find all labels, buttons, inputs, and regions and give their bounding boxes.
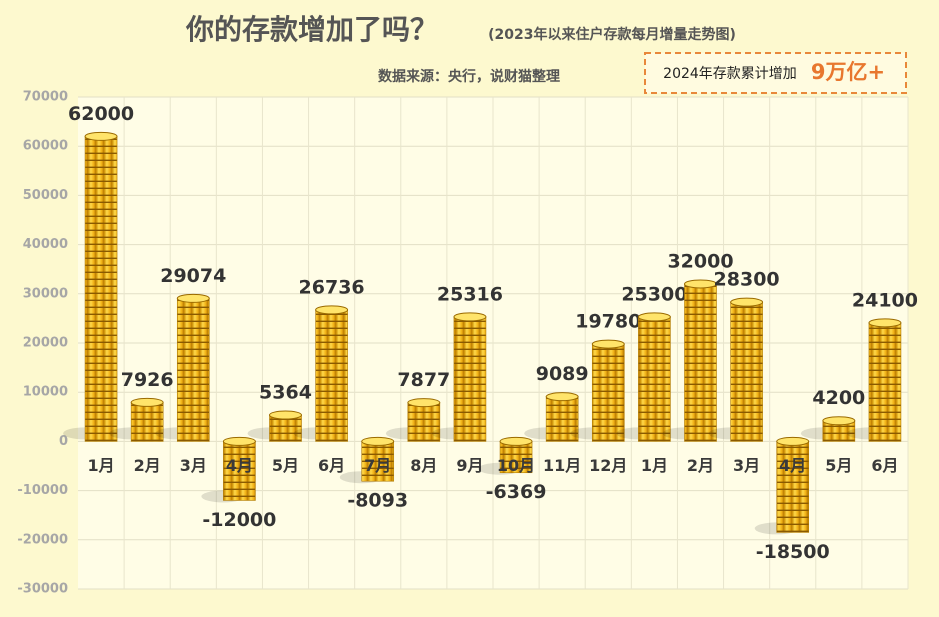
bar — [591, 343, 625, 442]
value-label: 32000 — [667, 250, 733, 272]
x-tick-label: 1月 — [87, 456, 114, 475]
x-tick-label: 1月 — [641, 456, 668, 475]
coin-top — [453, 312, 487, 322]
bar — [176, 298, 210, 442]
y-tick-label: 70000 — [23, 90, 68, 105]
x-tick-label: 6月 — [318, 456, 345, 475]
x-tick-label: 5月 — [825, 456, 852, 475]
bar — [684, 283, 717, 442]
y-tick-label: 0 — [59, 434, 68, 449]
x-tick-label: 7月 — [364, 456, 391, 475]
coin-top — [407, 398, 441, 408]
value-label: 24100 — [852, 289, 918, 311]
x-tick-label: 9月 — [456, 456, 483, 475]
annotation-text: 2024年存款累计增加 — [663, 66, 797, 82]
value-label: 19780 — [575, 311, 641, 333]
y-tick-label: 60000 — [23, 139, 68, 154]
value-label: -6369 — [486, 481, 547, 503]
y-tick-label: -30000 — [17, 582, 68, 597]
value-label: 29074 — [160, 265, 226, 287]
coin-top — [269, 410, 302, 420]
bar — [730, 301, 763, 442]
value-label: 26736 — [299, 276, 365, 298]
bar — [638, 316, 671, 442]
value-label: 62000 — [68, 103, 134, 125]
x-tick-label: 12月 — [589, 456, 627, 475]
x-tick-label: 4月 — [226, 456, 253, 475]
x-tick-label: 2月 — [134, 456, 161, 475]
value-label: 5364 — [259, 382, 312, 404]
chart-title: 你的存款增加了吗？ — [185, 13, 438, 46]
value-label: -8093 — [347, 490, 408, 512]
coin-top — [776, 436, 810, 446]
coin-top — [176, 293, 210, 303]
x-tick-label: 11月 — [543, 456, 581, 475]
x-tick-label: 2月 — [687, 456, 714, 475]
bar — [499, 441, 533, 474]
x-tick-label: 4月 — [779, 456, 806, 475]
value-label: 7877 — [397, 369, 450, 391]
x-tick-label: 10月 — [497, 456, 535, 475]
value-label: -18500 — [756, 541, 830, 563]
coin-top — [222, 436, 256, 446]
coin-top — [499, 436, 533, 446]
x-tick-label: 5月 — [272, 456, 299, 475]
value-label: 4200 — [812, 387, 865, 409]
coin-top — [84, 131, 118, 141]
y-tick-label: -10000 — [17, 483, 68, 498]
value-label: 28300 — [714, 269, 780, 291]
coin-top — [868, 318, 902, 328]
y-tick-label: 20000 — [23, 336, 68, 351]
coin-top — [684, 279, 717, 289]
bar — [361, 441, 395, 482]
annotation-box — [644, 52, 907, 94]
value-label: 7926 — [121, 369, 174, 391]
source: 数据来源：央行，说财猫整理 — [378, 68, 560, 85]
bar — [453, 316, 487, 442]
x-tick-label: 8月 — [410, 456, 437, 475]
bar — [868, 322, 902, 442]
coin-top — [822, 416, 856, 426]
bar — [315, 309, 348, 442]
coin-top — [130, 397, 164, 407]
y-tick-label: 50000 — [23, 188, 68, 203]
coin-top — [730, 297, 764, 307]
value-label: 25300 — [621, 283, 687, 305]
bar — [776, 441, 810, 533]
bar — [130, 402, 164, 442]
y-tick-label: 40000 — [23, 237, 68, 252]
x-tick-label: 3月 — [180, 456, 207, 475]
value-label: -12000 — [202, 509, 276, 531]
coin-top — [545, 392, 579, 402]
bar — [545, 396, 579, 442]
bar — [84, 136, 118, 442]
chart-subtitle: (2023年以来住户存款每月增量走势图) — [488, 26, 736, 43]
x-tick-label: 3月 — [733, 456, 760, 475]
value-label: 9089 — [536, 363, 589, 385]
y-tick-label: -20000 — [17, 532, 68, 547]
y-tick-label: 10000 — [23, 385, 68, 400]
bar — [223, 441, 256, 501]
coin-top — [361, 436, 395, 446]
y-tick-label: 30000 — [23, 286, 68, 301]
coin-top — [591, 339, 625, 349]
annotation-highlight: 9万亿+ — [811, 60, 885, 84]
coin-top — [637, 312, 671, 322]
x-tick-label: 6月 — [871, 456, 898, 475]
value-label: 25316 — [437, 283, 503, 305]
coin-top — [315, 305, 349, 315]
